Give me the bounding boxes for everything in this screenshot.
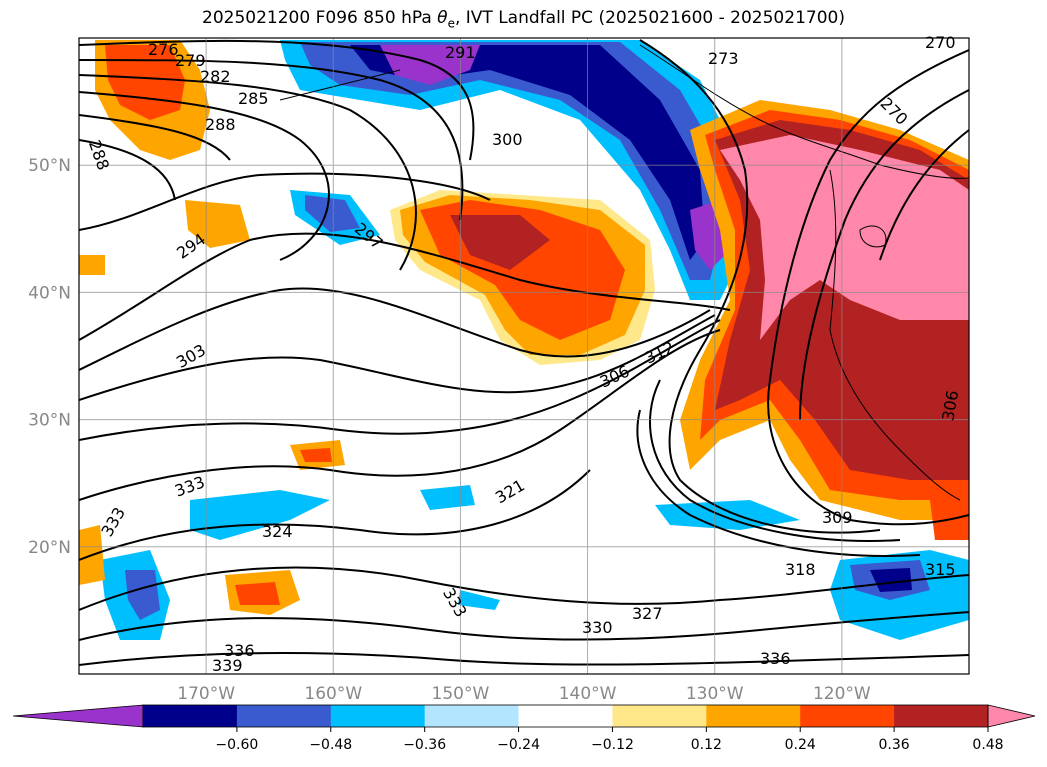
contour-label-336: 336 <box>224 641 255 660</box>
lat-tick-label: 30°N <box>28 411 71 431</box>
contour-label-300: 300 <box>492 130 523 149</box>
contour-label-315: 315 <box>925 560 956 579</box>
shade-positive-east-edge <box>930 495 969 540</box>
title-suffix: , IVT Landfall PC (2025021600 - 20250217… <box>454 8 845 28</box>
contour-label-291: 291 <box>445 43 476 62</box>
contour-label-282: 282 <box>200 67 231 86</box>
colorbar-extend-low <box>12 704 144 728</box>
contour-label-270-a: 270 <box>925 33 956 52</box>
colorbar-tick-label: −0.24 <box>497 737 540 753</box>
shade-positive-east-pink <box>720 135 969 340</box>
colorbar-segment <box>518 705 613 727</box>
colorbar <box>12 704 1036 728</box>
latitude-labels: 50°N 40°N 30°N 20°N <box>28 156 71 558</box>
colorbar-segment <box>894 705 989 727</box>
contour-label-327: 327 <box>632 604 663 623</box>
colorbar-frame <box>142 704 989 728</box>
colorbar-tick-label: −0.60 <box>215 737 258 753</box>
contour-label-318: 318 <box>785 560 816 579</box>
lon-tick-label: 120°W <box>813 684 871 704</box>
lon-tick-label: 150°W <box>432 684 490 704</box>
lat-tick-label: 40°N <box>28 283 71 303</box>
coastlines <box>279 44 969 501</box>
contour-label-288-a: 288 <box>205 115 236 134</box>
contour-label-339: 339 <box>212 656 243 675</box>
colorbar-segment <box>330 705 426 727</box>
shade-negative-purple <box>380 45 480 85</box>
shade-negative-s4 <box>458 590 500 610</box>
title-prefix: 2025021200 F096 850 hPa <box>202 8 438 28</box>
shade-positive-central-dark <box>450 215 550 270</box>
colorbar-segment <box>800 705 895 727</box>
contour-label-309: 309 <box>822 508 853 527</box>
contour-label-273: 273 <box>708 49 739 68</box>
shade-negative-se-dark <box>870 568 912 592</box>
map-gridlines <box>79 38 969 674</box>
colorbar-segment <box>424 705 520 727</box>
shade-negative-north-core <box>350 45 705 260</box>
lat-tick-label: 50°N <box>28 156 71 176</box>
colorbar-tick-label: 0.12 <box>691 737 722 753</box>
lon-tick-label: 170°W <box>177 684 235 704</box>
contour-label-330: 330 <box>582 618 613 637</box>
lat-tick-label: 20°N <box>28 538 71 558</box>
colorbar-extend-high <box>987 704 1036 728</box>
colorbar-tick-label: 0.48 <box>972 737 1003 753</box>
contour-label-285: 285 <box>238 89 269 108</box>
map-plot-area: 276 279 282 285 288 288 291 294 297 300 … <box>78 33 970 675</box>
longitude-labels: 170°W 160°W 150°W 140°W 130°W 120°W <box>177 684 871 704</box>
shade-negative-s1 <box>190 490 330 540</box>
colorbar-labels: −0.60 −0.48 −0.36 −0.24 −0.12 0.12 0.24 0.36 0.4… <box>215 727 1004 753</box>
shade-positive-s2-core <box>300 448 332 462</box>
map-title: 2025021200 F096 850 hPa θe, IVT Landfall… <box>0 8 1047 30</box>
map-frame <box>78 37 970 675</box>
title-theta: θ <box>437 8 448 28</box>
theta-e-contours <box>79 39 969 666</box>
title-theta-subscript: e <box>447 16 455 31</box>
lon-tick-label: 130°W <box>686 684 744 704</box>
colorbar-segment <box>612 705 707 727</box>
colorbar-tick-label: −0.48 <box>309 737 352 753</box>
lon-tick-label: 160°W <box>304 684 362 704</box>
colorbar-tick-label: 0.24 <box>785 737 816 753</box>
shade-positive-w1 <box>185 200 250 248</box>
shade-negative-sw-core <box>125 570 160 620</box>
shade-negative-s2 <box>420 485 475 510</box>
contour-label-279: 279 <box>175 51 206 70</box>
colorbar-segment <box>143 705 238 727</box>
colorbar-segment <box>706 705 801 727</box>
shade-positive-w2 <box>79 255 105 275</box>
lon-tick-label: 140°W <box>559 684 617 704</box>
contour-label-276: 276 <box>148 40 179 59</box>
contour-label-324: 324 <box>262 522 293 541</box>
colorbar-segment <box>236 705 332 727</box>
colorbar-tick-label: −0.12 <box>591 737 634 753</box>
colorbar-tick-label: −0.36 <box>403 737 446 753</box>
shade-negative-w1-core <box>305 195 360 232</box>
contour-label-336-east: 336 <box>760 649 791 668</box>
shade-positive-s1-core <box>235 582 280 605</box>
colorbar-tick-label: 0.36 <box>879 737 910 753</box>
